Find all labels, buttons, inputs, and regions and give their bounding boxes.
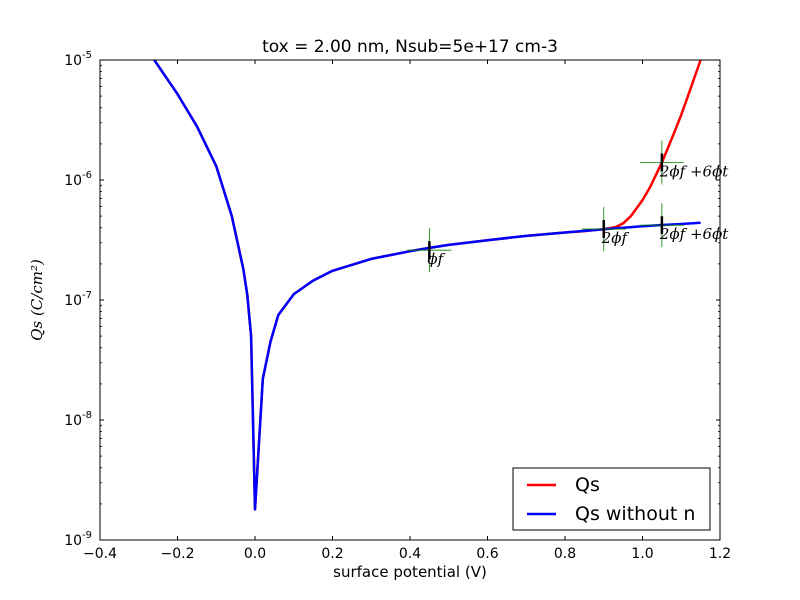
x-tick-label: 1.2 bbox=[709, 546, 731, 562]
x-tick-label: 0.4 bbox=[399, 546, 421, 562]
x-tick-label: −0.4 bbox=[83, 546, 117, 562]
annotation-label: 2ϕf +6ϕt bbox=[659, 225, 729, 243]
annotation-label: 2ϕf bbox=[601, 229, 630, 247]
x-tick-label: 0.6 bbox=[476, 546, 498, 562]
plot-marks bbox=[153, 60, 702, 511]
x-tick-label: 0.0 bbox=[244, 546, 266, 562]
series-line-qs-without-n bbox=[153, 60, 701, 511]
y-tick-label: 10-8 bbox=[64, 410, 92, 429]
legend-label-qs-without-n: Qs without n bbox=[575, 503, 695, 525]
axis-ticks: −0.4 −0.2 0.0 0.2 0.4 0.6 0.8 1.0 1.2 10-9 10-8 10-… bbox=[64, 50, 731, 562]
legend-box bbox=[512, 467, 711, 531]
x-tick-label: −0.2 bbox=[161, 546, 195, 562]
y-axis-label: Qs (C/cm²) bbox=[28, 259, 46, 341]
x-tick-label: 0.8 bbox=[554, 546, 576, 562]
x-axis-label: surface potential (V) bbox=[333, 563, 487, 581]
legend-label-qs: Qs bbox=[575, 474, 600, 496]
x-tick-label: 0.2 bbox=[321, 546, 343, 562]
x-tick-label: 1.0 bbox=[631, 546, 653, 562]
y-tick-label: 10-5 bbox=[64, 50, 92, 69]
chart-title: tox = 2.00 nm, Nsub=5e+17 cm-3 bbox=[262, 37, 558, 57]
annotation-label: ϕf bbox=[427, 250, 445, 268]
legend: Qs Qs without n bbox=[512, 467, 711, 531]
y-tick-label: 10-6 bbox=[64, 170, 92, 189]
y-tick-label: 10-9 bbox=[64, 530, 92, 549]
y-tick-label: 10-7 bbox=[64, 290, 92, 309]
annotation-layer: ϕf 2ϕf 2ϕf +6ϕt 2ϕf +6ϕt bbox=[407, 140, 729, 273]
annotation-label: 2ϕf +6ϕt bbox=[659, 162, 729, 180]
